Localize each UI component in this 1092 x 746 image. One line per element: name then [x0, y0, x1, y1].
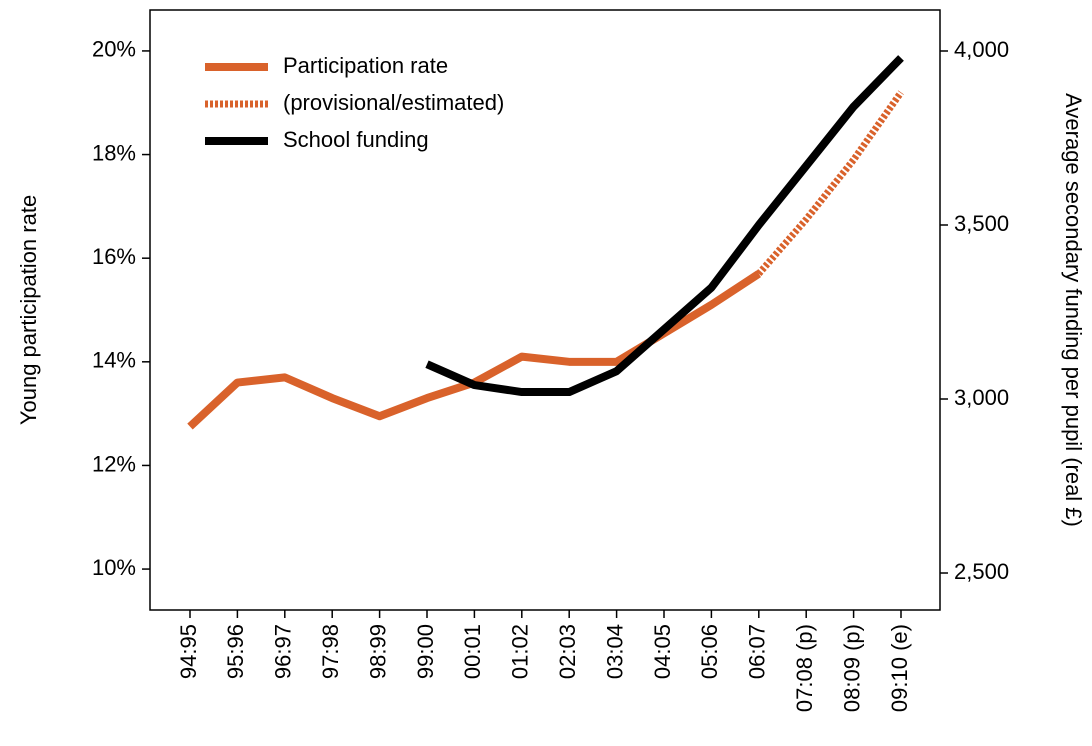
series-line: [756, 90, 904, 277]
x-tick-label: 99:00: [413, 624, 438, 679]
x-tick-label: 95:96: [223, 624, 248, 679]
x-tick-label: 03:04: [602, 624, 627, 679]
x-tick-label: 96:97: [271, 624, 296, 679]
series-line: [187, 270, 761, 430]
x-tick-label: 01:02: [508, 624, 533, 679]
y-tick-label: 20%: [92, 37, 136, 62]
x-tick-label: 07:08 (p): [792, 624, 817, 712]
x-tick-label: 06:07: [745, 624, 770, 679]
y2-axis-label: Average secondary funding per pupil (rea…: [1061, 93, 1086, 527]
y-tick-label: 14%: [92, 348, 136, 373]
x-tick-label: 02:03: [555, 624, 580, 679]
x-tick-label: 04:05: [650, 624, 675, 679]
x-tick-label: 05:06: [697, 624, 722, 679]
x-tick-label: 08:09 (p): [839, 624, 864, 712]
x-tick-label: 97:98: [318, 624, 343, 679]
legend-label: School funding: [283, 127, 429, 152]
y2-tick-label: 2,500: [954, 559, 1009, 584]
legend-label: Participation rate: [283, 53, 448, 78]
legend-label: (provisional/estimated): [283, 90, 504, 115]
y-tick-label: 12%: [92, 451, 136, 476]
y-tick-label: 10%: [92, 555, 136, 580]
y-tick-label: 16%: [92, 244, 136, 269]
y2-tick-label: 3,500: [954, 211, 1009, 236]
y2-tick-label: 4,000: [954, 37, 1009, 62]
x-tick-label: 98:99: [365, 624, 390, 679]
x-tick-label: 00:01: [460, 624, 485, 679]
y-tick-label: 18%: [92, 140, 136, 165]
x-tick-label: 09:10 (e): [887, 624, 912, 712]
x-tick-label: 94:95: [176, 624, 201, 679]
series-line: [425, 55, 904, 397]
y-axis-label: Young participation rate: [16, 195, 41, 425]
plot-frame: [149, 9, 941, 611]
y2-tick-label: 3,000: [954, 385, 1009, 410]
